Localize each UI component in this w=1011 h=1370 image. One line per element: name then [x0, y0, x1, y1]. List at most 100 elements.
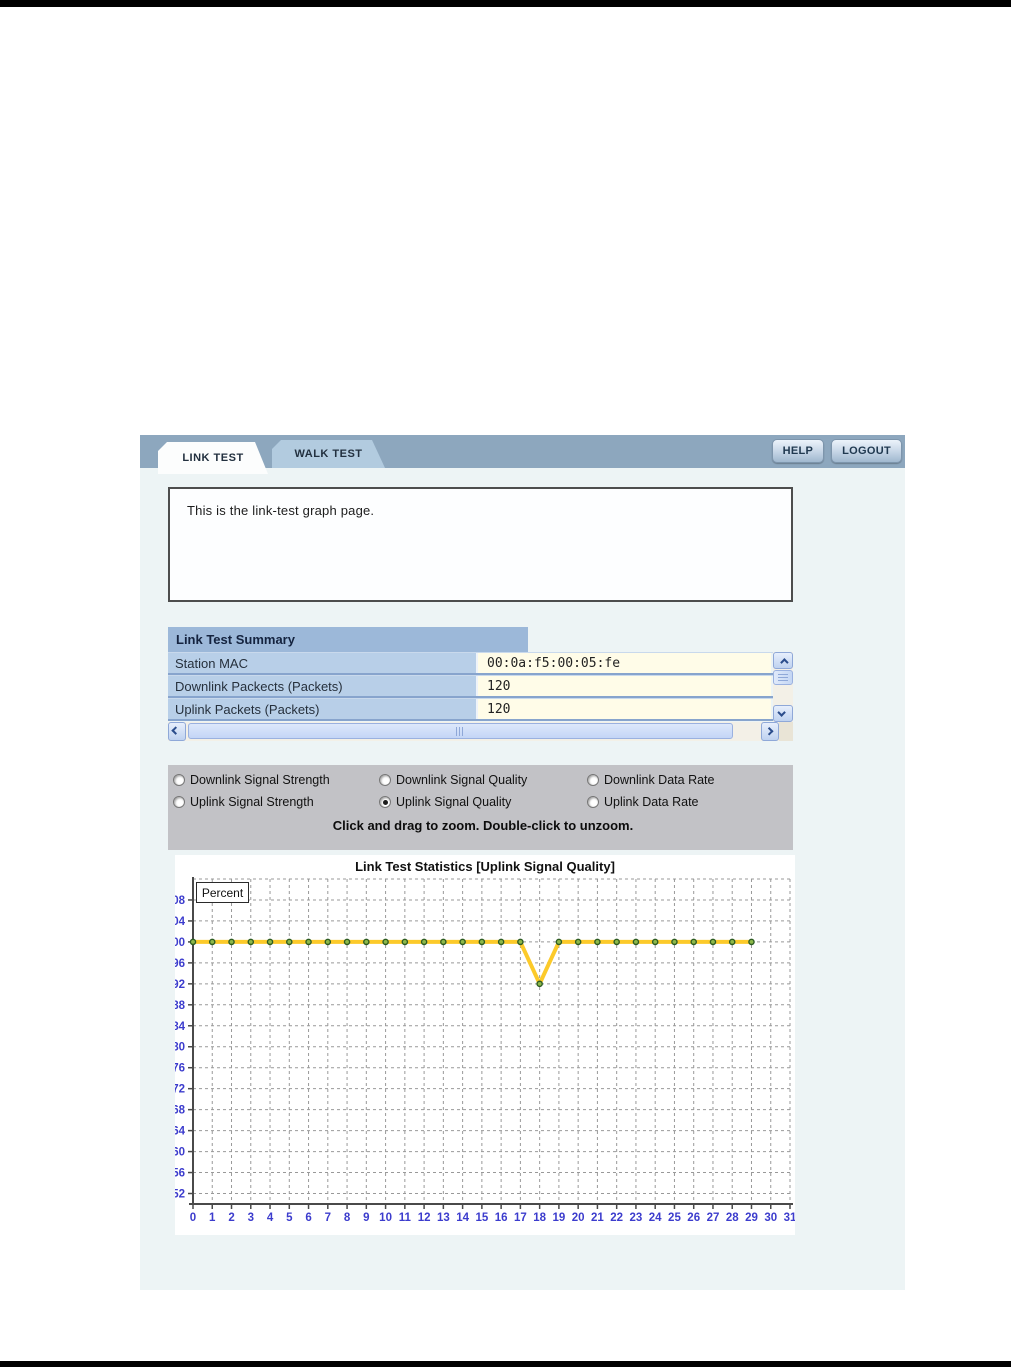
radio-circle[interactable] [587, 774, 599, 786]
horizontal-scroll-track[interactable] [186, 722, 761, 741]
svg-text:22: 22 [610, 1212, 623, 1224]
metric-selector-panel: Downlink Signal Strength Downlink Signal… [168, 765, 793, 850]
radio-circle[interactable] [379, 796, 391, 808]
chevron-right-icon [765, 726, 774, 736]
svg-text:1: 1 [209, 1212, 216, 1224]
radio-uplink-signal-strength[interactable]: Uplink Signal Strength [173, 795, 379, 809]
chevron-left-icon [171, 725, 180, 735]
thumb-grip-icon [778, 674, 788, 681]
svg-text:17: 17 [514, 1212, 527, 1224]
header-buttons: HELP LOGOUT [771, 439, 902, 463]
svg-text:31: 31 [784, 1212, 795, 1224]
row-value: 00:0a:f5:00:05:fe [478, 653, 771, 673]
svg-text:7: 7 [325, 1212, 331, 1224]
radio-circle[interactable] [173, 774, 185, 786]
vertical-scroll-track[interactable] [773, 686, 793, 705]
svg-text:64: 64 [175, 1126, 186, 1138]
chevron-up-icon [780, 657, 789, 667]
svg-text:2: 2 [228, 1212, 234, 1224]
radio-label: Uplink Data Rate [604, 795, 699, 809]
svg-text:18: 18 [533, 1212, 546, 1224]
tab-walk-test[interactable]: WALK TEST [272, 440, 385, 468]
svg-text:26: 26 [687, 1212, 700, 1224]
svg-text:104: 104 [175, 916, 186, 928]
svg-text:23: 23 [630, 1212, 643, 1224]
svg-text:60: 60 [175, 1147, 185, 1159]
chart-plot-area[interactable]: 5256606468727680848892961001041080123456… [175, 877, 795, 1227]
chevron-down-icon [777, 707, 786, 717]
table-row: Uplink Packets (Packets) 120 [168, 698, 773, 721]
row-label: Downlink Packects (Packets) [168, 676, 478, 696]
link-test-summary: Link Test Summary Station MAC 00:0a:f5:0… [168, 627, 793, 741]
svg-text:9: 9 [363, 1212, 369, 1224]
svg-text:52: 52 [175, 1189, 185, 1201]
radio-uplink-signal-quality[interactable]: Uplink Signal Quality [379, 795, 587, 809]
svg-text:21: 21 [591, 1212, 604, 1224]
svg-text:0: 0 [190, 1212, 196, 1224]
svg-text:15: 15 [475, 1212, 488, 1224]
radio-circle[interactable] [587, 796, 599, 808]
svg-text:88: 88 [175, 1000, 186, 1012]
svg-text:25: 25 [668, 1212, 681, 1224]
svg-text:100: 100 [175, 937, 185, 949]
zoom-hint-text: Click and drag to zoom. Double-click to … [332, 818, 634, 833]
bottom-border [0, 1361, 1011, 1367]
row-label: Uplink Packets (Packets) [168, 699, 478, 719]
svg-text:6: 6 [305, 1212, 311, 1224]
scroll-up-button[interactable] [773, 652, 793, 669]
radio-label: Downlink Signal Strength [190, 773, 330, 787]
radio-label: Downlink Signal Quality [396, 773, 528, 787]
horizontal-scroll-thumb[interactable] [188, 723, 733, 739]
svg-text:5: 5 [286, 1212, 293, 1224]
radio-uplink-data-rate[interactable]: Uplink Data Rate [587, 795, 793, 809]
svg-text:16: 16 [495, 1212, 508, 1224]
svg-text:13: 13 [437, 1212, 450, 1224]
vertical-scroll-thumb[interactable] [773, 670, 793, 685]
svg-text:4: 4 [267, 1212, 274, 1224]
svg-text:56: 56 [175, 1168, 185, 1180]
page-description-text: This is the link-test graph page. [187, 503, 375, 518]
logout-button[interactable]: LOGOUT [831, 439, 902, 463]
thumb-grip-icon [456, 726, 465, 736]
page-description: This is the link-test graph page. [168, 487, 793, 602]
radio-downlink-signal-strength[interactable]: Downlink Signal Strength [173, 773, 379, 787]
row-label: Station MAC [168, 653, 478, 673]
svg-text:92: 92 [175, 979, 185, 991]
link-test-chart[interactable]: Link Test Statistics [Uplink Signal Qual… [175, 855, 795, 1235]
svg-text:20: 20 [572, 1212, 585, 1224]
svg-text:14: 14 [456, 1212, 469, 1224]
svg-text:11: 11 [399, 1212, 412, 1224]
chart-title: Link Test Statistics [Uplink Signal Qual… [355, 859, 615, 874]
svg-text:12: 12 [418, 1212, 431, 1224]
svg-text:24: 24 [649, 1212, 662, 1224]
horizontal-scrollbar[interactable] [168, 722, 793, 741]
row-value: 120 [478, 699, 771, 719]
svg-text:8: 8 [344, 1212, 351, 1224]
row-value: 120 [478, 676, 771, 696]
svg-text:3: 3 [248, 1212, 254, 1224]
svg-text:72: 72 [175, 1084, 185, 1096]
top-border [0, 0, 1011, 7]
radio-label: Downlink Data Rate [604, 773, 715, 787]
summary-title: Link Test Summary [168, 627, 528, 652]
svg-text:29: 29 [745, 1212, 758, 1224]
radio-label: Uplink Signal Quality [396, 795, 512, 809]
svg-text:84: 84 [175, 1021, 186, 1033]
scroll-right-button[interactable] [761, 722, 779, 741]
radio-downlink-signal-quality[interactable]: Downlink Signal Quality [379, 773, 587, 787]
radio-downlink-data-rate[interactable]: Downlink Data Rate [587, 773, 793, 787]
tab-link-test[interactable]: LINK TEST [158, 442, 268, 474]
summary-table: Station MAC 00:0a:f5:00:05:fe Downlink P… [168, 652, 773, 722]
svg-text:96: 96 [175, 958, 185, 970]
radio-circle[interactable] [173, 796, 185, 808]
svg-text:108: 108 [175, 895, 186, 907]
svg-text:10: 10 [379, 1212, 392, 1224]
scroll-down-button[interactable] [773, 705, 793, 722]
vertical-scrollbar[interactable] [773, 652, 793, 722]
svg-text:27: 27 [707, 1212, 720, 1224]
radio-circle[interactable] [379, 774, 391, 786]
svg-text:76: 76 [175, 1063, 185, 1075]
svg-text:80: 80 [175, 1042, 185, 1054]
scroll-left-button[interactable] [168, 722, 186, 741]
help-button[interactable]: HELP [771, 439, 825, 463]
